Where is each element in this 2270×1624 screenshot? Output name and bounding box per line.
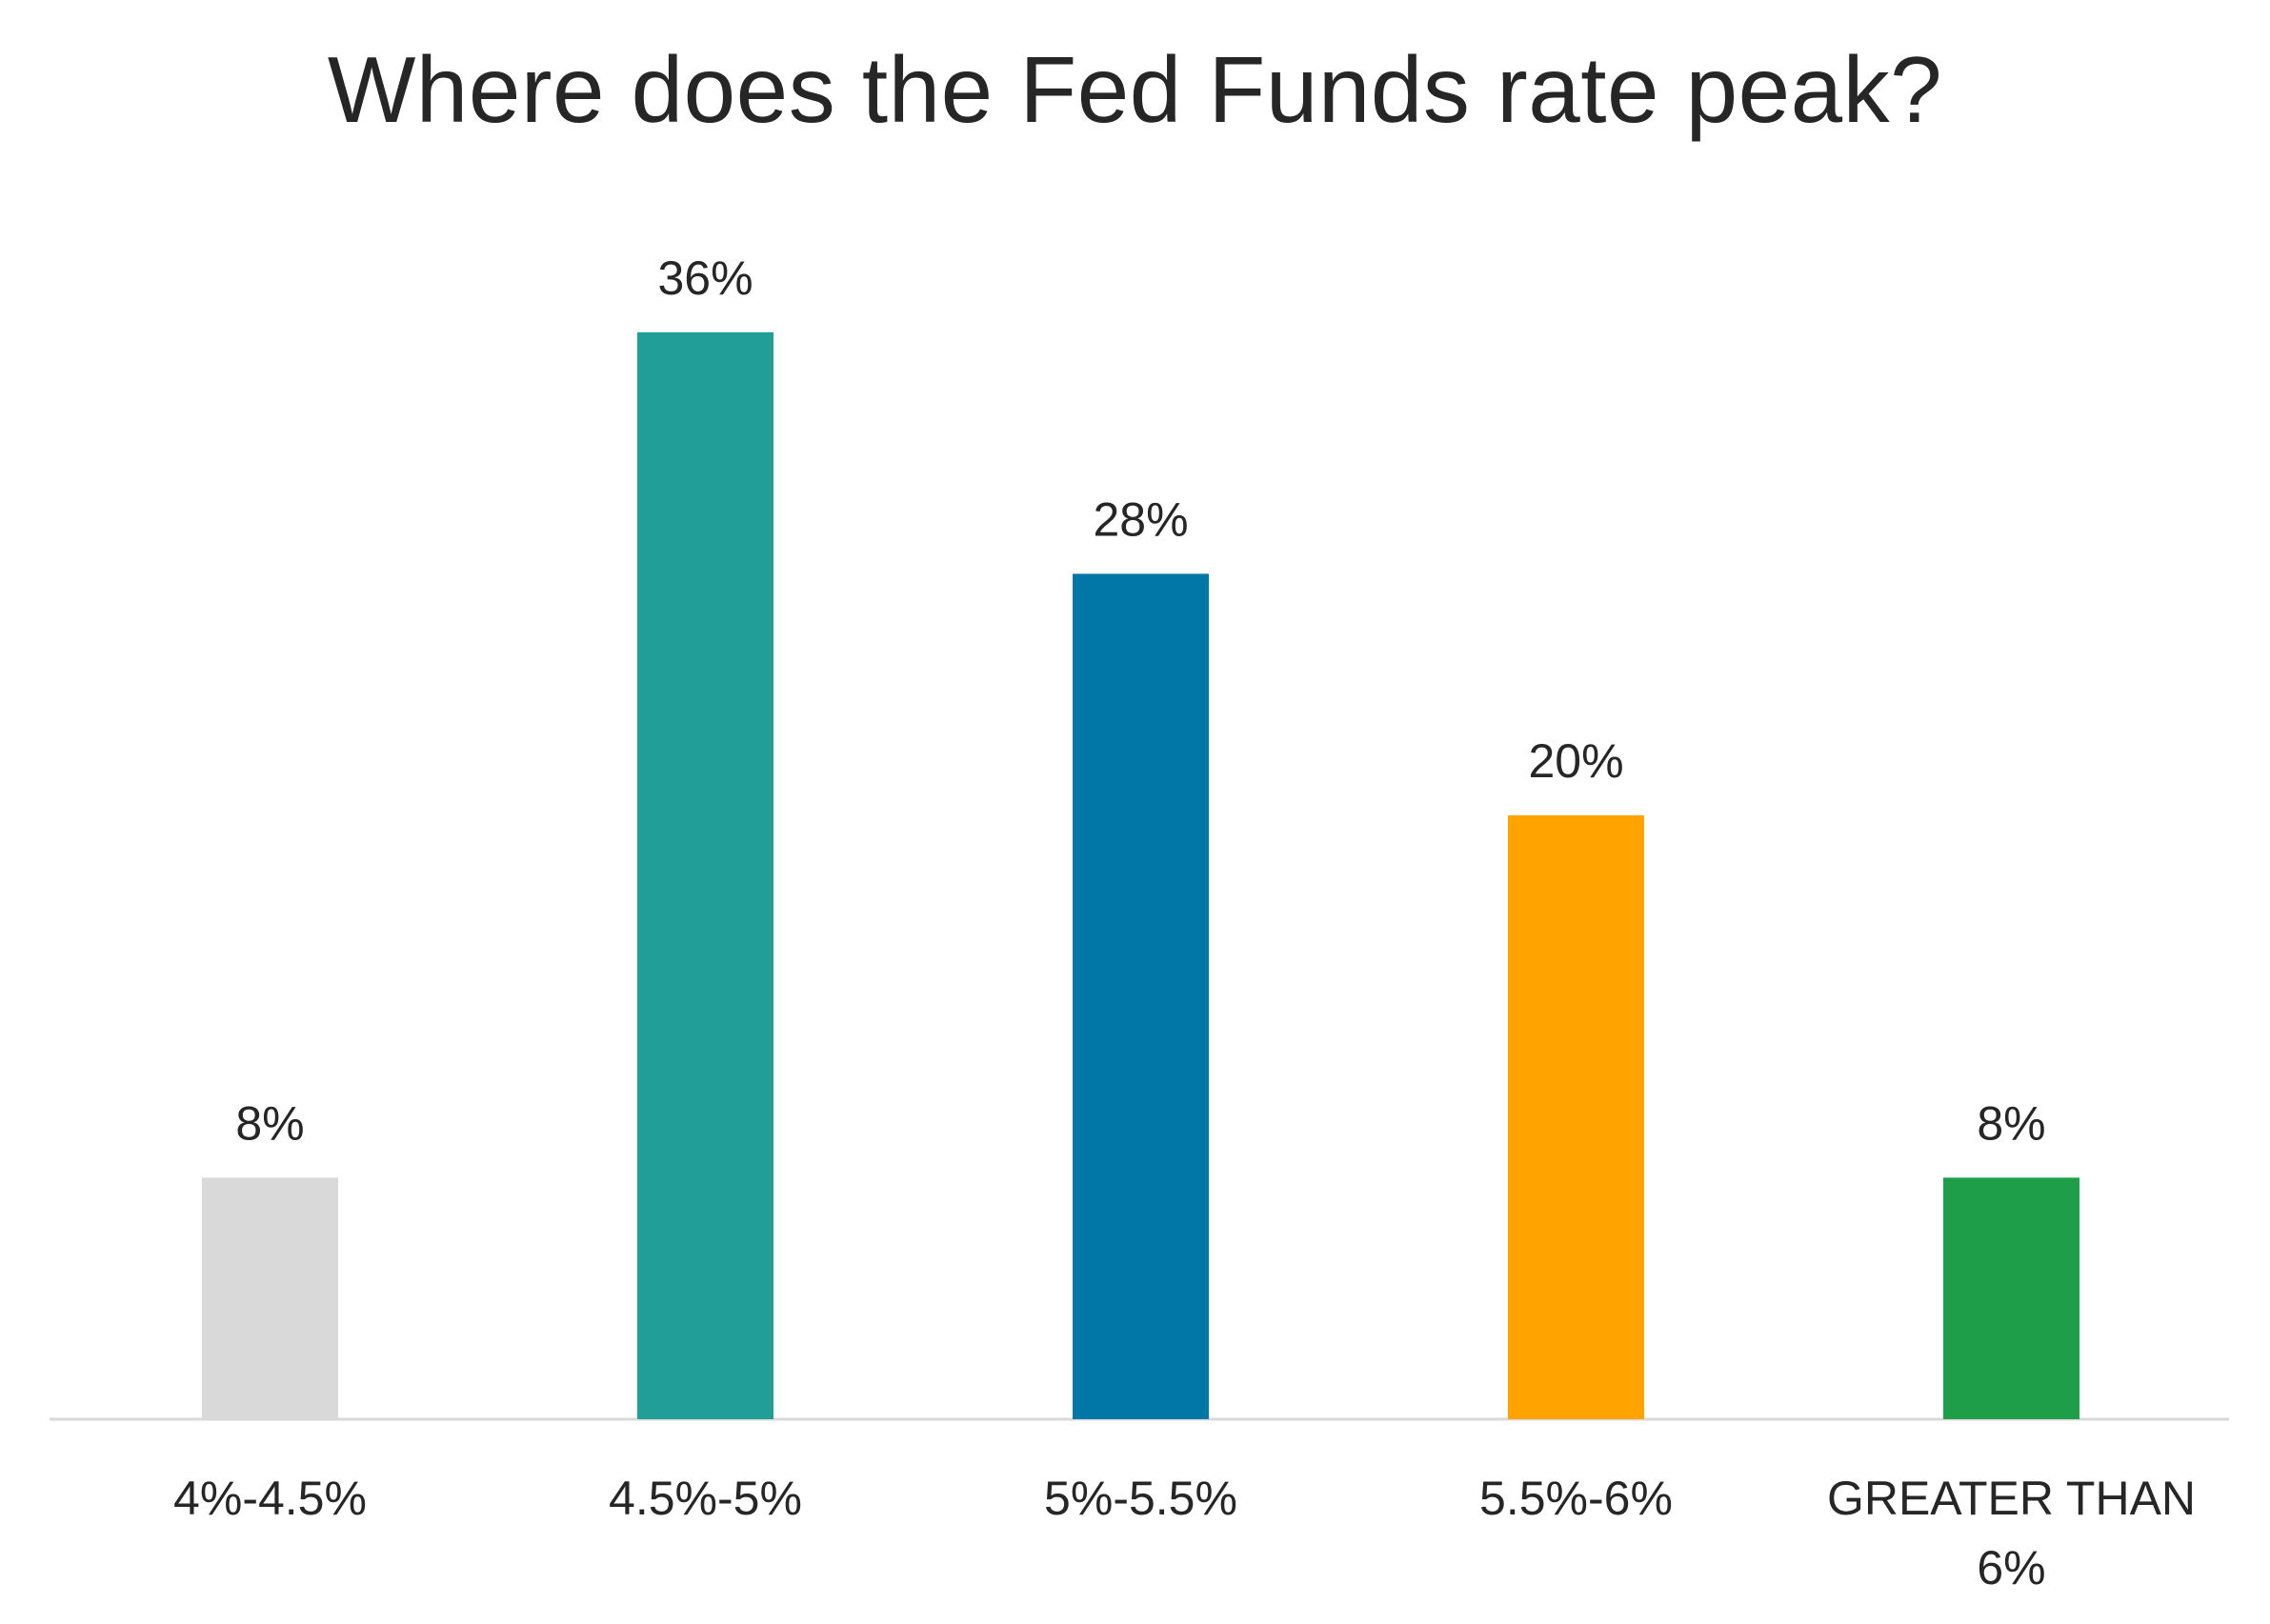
category-label-4-line-0: GREATER THAN — [1827, 1472, 2196, 1525]
bar-2 — [1073, 573, 1209, 1419]
category-label-3: 5.5%-6% — [1479, 1472, 1673, 1525]
category-label-4-line-1: 6% — [1977, 1541, 2045, 1594]
bar-0 — [202, 1177, 338, 1419]
bar-4 — [1943, 1177, 2079, 1419]
data-label-2: 28% — [1093, 492, 1188, 546]
data-label-1: 36% — [657, 251, 753, 305]
bar-1 — [637, 331, 773, 1419]
data-label-4: 8% — [1977, 1096, 2045, 1150]
chart-title: Where does the Fed Funds rate peak? — [327, 37, 1943, 142]
data-label-3: 20% — [1528, 734, 1623, 788]
category-label-0: 4%-4.5% — [173, 1472, 367, 1525]
category-label-2: 5%-5.5% — [1044, 1472, 1237, 1525]
bar-3 — [1508, 815, 1644, 1419]
category-label-1: 4.5%-5% — [609, 1472, 802, 1525]
data-label-0: 8% — [235, 1096, 304, 1150]
